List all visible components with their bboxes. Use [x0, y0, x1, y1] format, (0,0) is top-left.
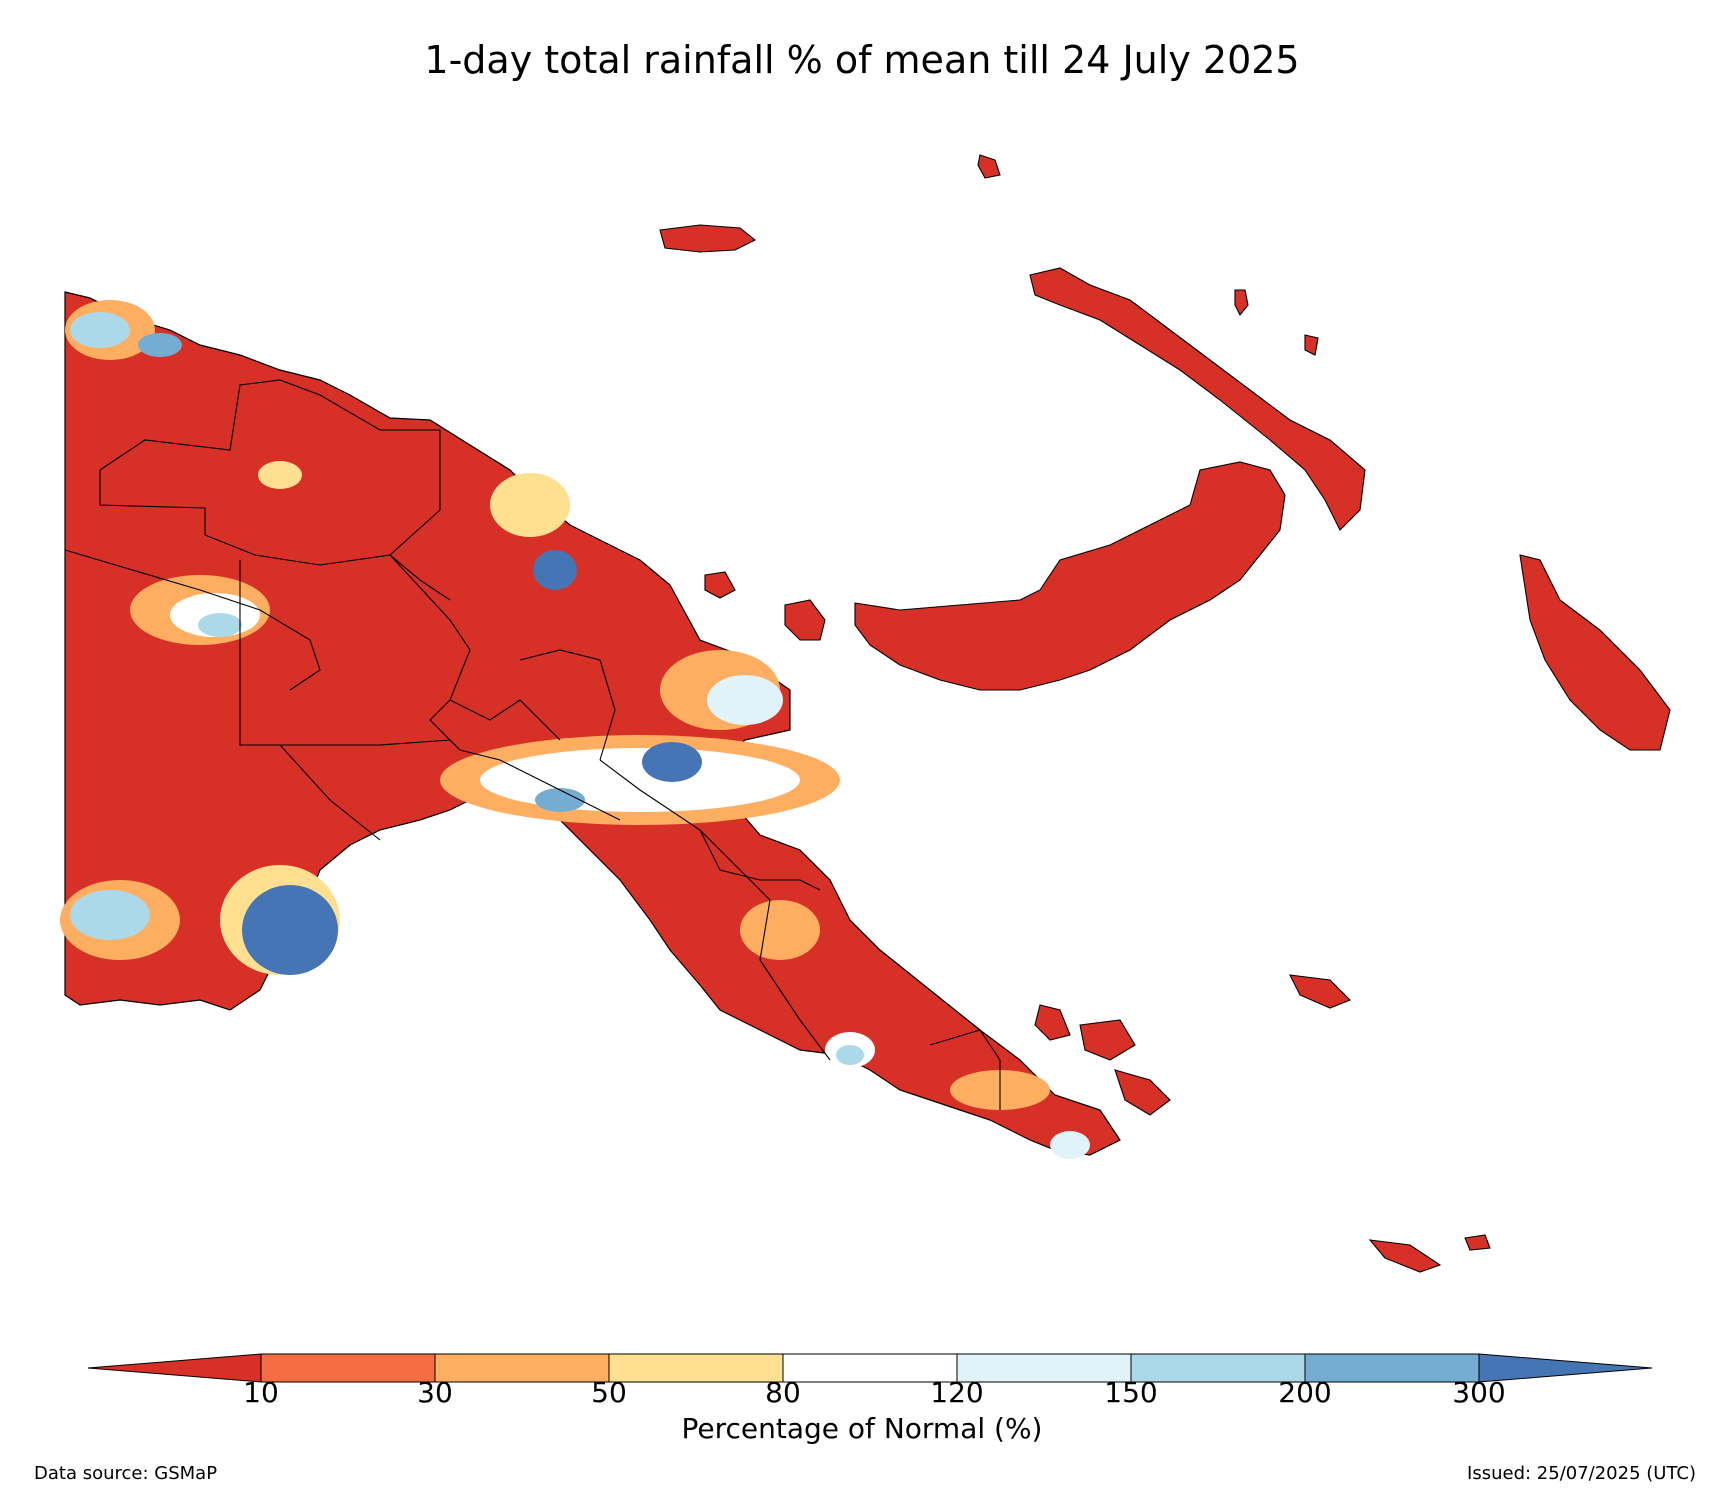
- colorbar-tick-300: 300: [1452, 1376, 1506, 1409]
- sudest-island: [1464, 1234, 1491, 1251]
- issued-date: Issued: 25/07/2025 (UTC): [1467, 1463, 1696, 1484]
- colorbar-segment-150-200: [1130, 1353, 1306, 1383]
- new-ireland-island: [1029, 267, 1366, 531]
- colorbar: [87, 1353, 1653, 1383]
- colorbar-segment-30-50: [434, 1353, 610, 1383]
- data-source: Data source: GSMaP: [34, 1463, 218, 1484]
- colorbar-tick-30: 30: [417, 1376, 453, 1409]
- manus-island: [659, 224, 757, 253]
- colorbar-tick-120: 120: [930, 1376, 984, 1409]
- colorbar-segment-80-120: [782, 1353, 958, 1383]
- umboi-island: [784, 599, 826, 641]
- colorbar-tick-50: 50: [591, 1376, 627, 1409]
- colorbar-tick-150: 150: [1104, 1376, 1158, 1409]
- province-boundaries: [64, 379, 1001, 1110]
- map-title: 1-day total rainfall % of mean till 24 J…: [424, 38, 1300, 82]
- mainland-landmass: [64, 291, 1121, 1156]
- colorbar-tick-80: 80: [765, 1376, 801, 1409]
- long-island: [704, 571, 736, 599]
- rainfall-map: [60, 154, 1671, 1273]
- colorbar-label: Percentage of Normal (%): [681, 1412, 1043, 1445]
- islands: [659, 154, 1671, 1273]
- colorbar-segment-10-30: [260, 1353, 436, 1383]
- rainfall-patches: [60, 300, 1090, 1159]
- colorbar-tick-10: 10: [243, 1376, 279, 1409]
- goodenough-island: [1034, 1004, 1071, 1041]
- bougainville-island: [1519, 554, 1671, 751]
- normanby-island: [1114, 1069, 1171, 1116]
- woodlark-island: [1289, 974, 1351, 1009]
- colorbar-tick-200: 200: [1278, 1376, 1332, 1409]
- rossel-island: [1368, 1239, 1442, 1273]
- colorbar-segment-200-300: [1304, 1353, 1480, 1383]
- new-britain-island: [854, 461, 1286, 691]
- colorbar-segment-120-150: [956, 1353, 1132, 1383]
- fergusson-island: [1079, 1019, 1136, 1061]
- small-island-b: [1304, 334, 1319, 356]
- colorbar-low-extend: [87, 1353, 262, 1383]
- colorbar-segment-50-80: [608, 1353, 784, 1383]
- small-island-a: [1234, 289, 1249, 317]
- mussau-island: [977, 154, 1001, 179]
- colorbar-high-extend: [1478, 1353, 1653, 1383]
